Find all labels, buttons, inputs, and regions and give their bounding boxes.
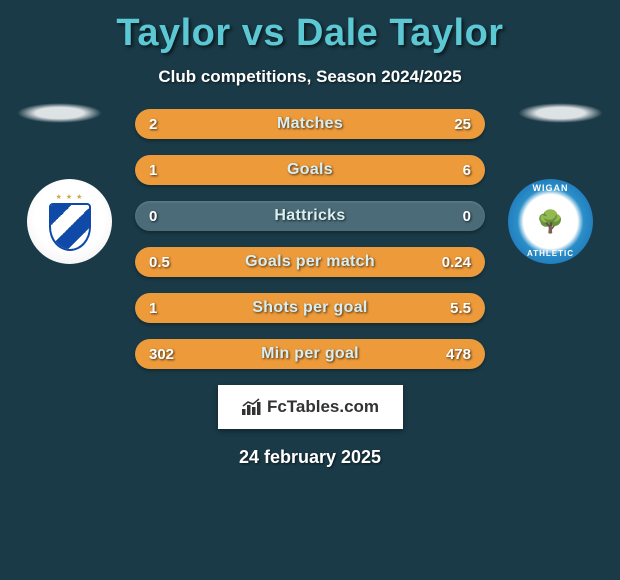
stat-bar-row: 16Goals [135, 155, 485, 185]
stat-label: Shots per goal [135, 293, 485, 323]
stat-bar-row: 15.5Shots per goal [135, 293, 485, 323]
stat-bars: 225Matches 16Goals 00Hattricks 0.50.24Goals… [135, 109, 485, 369]
badge-shadow-right [518, 103, 603, 123]
team-badge-right: WIGAN ATHLETIC [508, 179, 593, 264]
comparison-date: 24 february 2025 [0, 447, 620, 468]
huddersfield-crest-icon: ★ ★ ★ [27, 179, 112, 264]
wigan-top-text: WIGAN [508, 183, 593, 193]
stat-bar-row: 0.50.24Goals per match [135, 247, 485, 277]
stat-label: Hattricks [135, 201, 485, 231]
wigan-crest-icon: WIGAN ATHLETIC [508, 179, 593, 264]
comparison-subtitle: Club competitions, Season 2024/2025 [0, 67, 620, 87]
stat-label: Min per goal [135, 339, 485, 369]
stat-bar-row: 302478Min per goal [135, 339, 485, 369]
stat-bar-row: 225Matches [135, 109, 485, 139]
bar-chart-icon [241, 398, 263, 416]
comparison-content: ★ ★ ★ WIGAN ATHLETIC 225Matches 16Goals 00… [0, 109, 620, 468]
team-badge-left: ★ ★ ★ [27, 179, 112, 264]
fctables-logo-text: FcTables.com [267, 397, 379, 417]
stat-bar-row: 00Hattricks [135, 201, 485, 231]
badge-shadow-left [17, 103, 102, 123]
stat-label: Matches [135, 109, 485, 139]
comparison-title: Taylor vs Dale Taylor [0, 0, 620, 55]
stat-label: Goals per match [135, 247, 485, 277]
wigan-bottom-text: ATHLETIC [508, 249, 593, 258]
fctables-logo: FcTables.com [218, 385, 403, 429]
stat-label: Goals [135, 155, 485, 185]
